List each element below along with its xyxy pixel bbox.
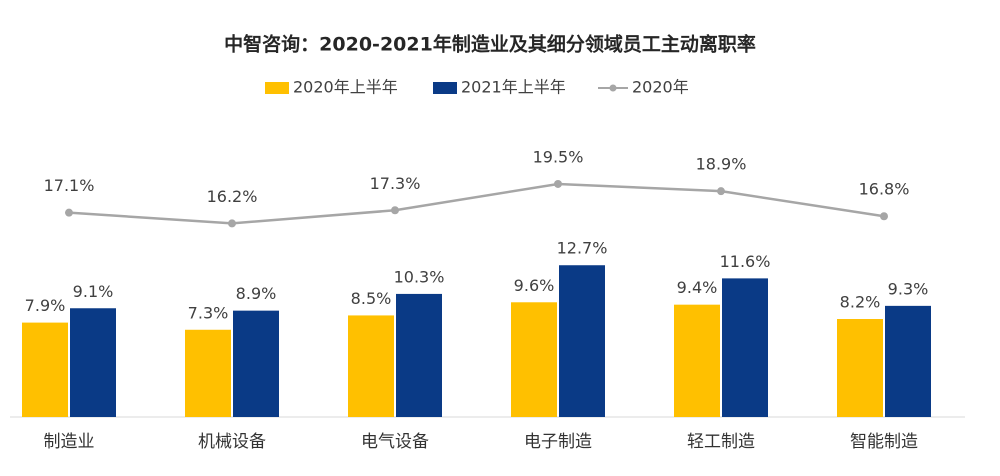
data-label: 9.1% bbox=[73, 282, 114, 301]
x-tick-label: 电气设备 bbox=[361, 432, 429, 452]
data-label: 17.3% bbox=[370, 174, 421, 193]
bar bbox=[885, 305, 931, 417]
data-label: 9.3% bbox=[888, 279, 929, 298]
data-label: 7.3% bbox=[188, 303, 229, 322]
legend-swatch bbox=[265, 82, 289, 94]
data-label: 19.5% bbox=[533, 147, 584, 166]
bar bbox=[22, 322, 68, 417]
line-point bbox=[554, 179, 562, 188]
line-point bbox=[880, 212, 888, 221]
line-point bbox=[717, 187, 725, 196]
data-label: 8.5% bbox=[351, 289, 392, 308]
bar bbox=[559, 265, 605, 417]
data-label: 9.6% bbox=[514, 276, 555, 295]
line-point bbox=[391, 206, 399, 215]
data-label: 12.7% bbox=[557, 239, 608, 258]
data-label: 16.8% bbox=[859, 180, 910, 199]
data-label: 18.9% bbox=[696, 155, 747, 174]
x-tick-label: 轻工制造 bbox=[687, 432, 755, 452]
data-label: 10.3% bbox=[394, 267, 445, 286]
bar bbox=[185, 329, 231, 417]
data-label: 8.2% bbox=[840, 293, 881, 312]
legend-label: 2020年上半年 bbox=[293, 78, 398, 97]
line-point bbox=[228, 219, 236, 228]
data-label: 9.4% bbox=[677, 278, 718, 297]
bar bbox=[722, 278, 768, 417]
data-label: 7.9% bbox=[25, 296, 66, 315]
bar bbox=[674, 304, 720, 417]
legend-label: 2020年 bbox=[632, 78, 689, 97]
bar bbox=[70, 308, 116, 417]
legend-marker bbox=[609, 84, 617, 92]
data-label: 8.9% bbox=[236, 284, 277, 303]
chart-title: 中智咨询：2020-2021年制造业及其细分领域员工主动离职率 bbox=[224, 33, 756, 56]
legend-swatch bbox=[433, 82, 457, 94]
line bbox=[68, 182, 885, 225]
bar bbox=[396, 293, 442, 417]
bar bbox=[348, 315, 394, 417]
data-label: 11.6% bbox=[720, 252, 771, 271]
x-tick-label: 机械设备 bbox=[198, 432, 266, 452]
bar bbox=[511, 302, 557, 417]
data-label: 17.1% bbox=[44, 176, 95, 195]
data-label: 16.2% bbox=[207, 187, 258, 206]
x-tick-label: 制造业 bbox=[44, 432, 95, 452]
bar bbox=[837, 319, 883, 417]
line-point bbox=[65, 208, 73, 217]
x-tick-label: 智能制造 bbox=[850, 432, 918, 452]
legend-label: 2021年上半年 bbox=[461, 78, 566, 97]
x-tick-label: 电子制造 bbox=[524, 432, 592, 452]
bar bbox=[233, 310, 279, 417]
